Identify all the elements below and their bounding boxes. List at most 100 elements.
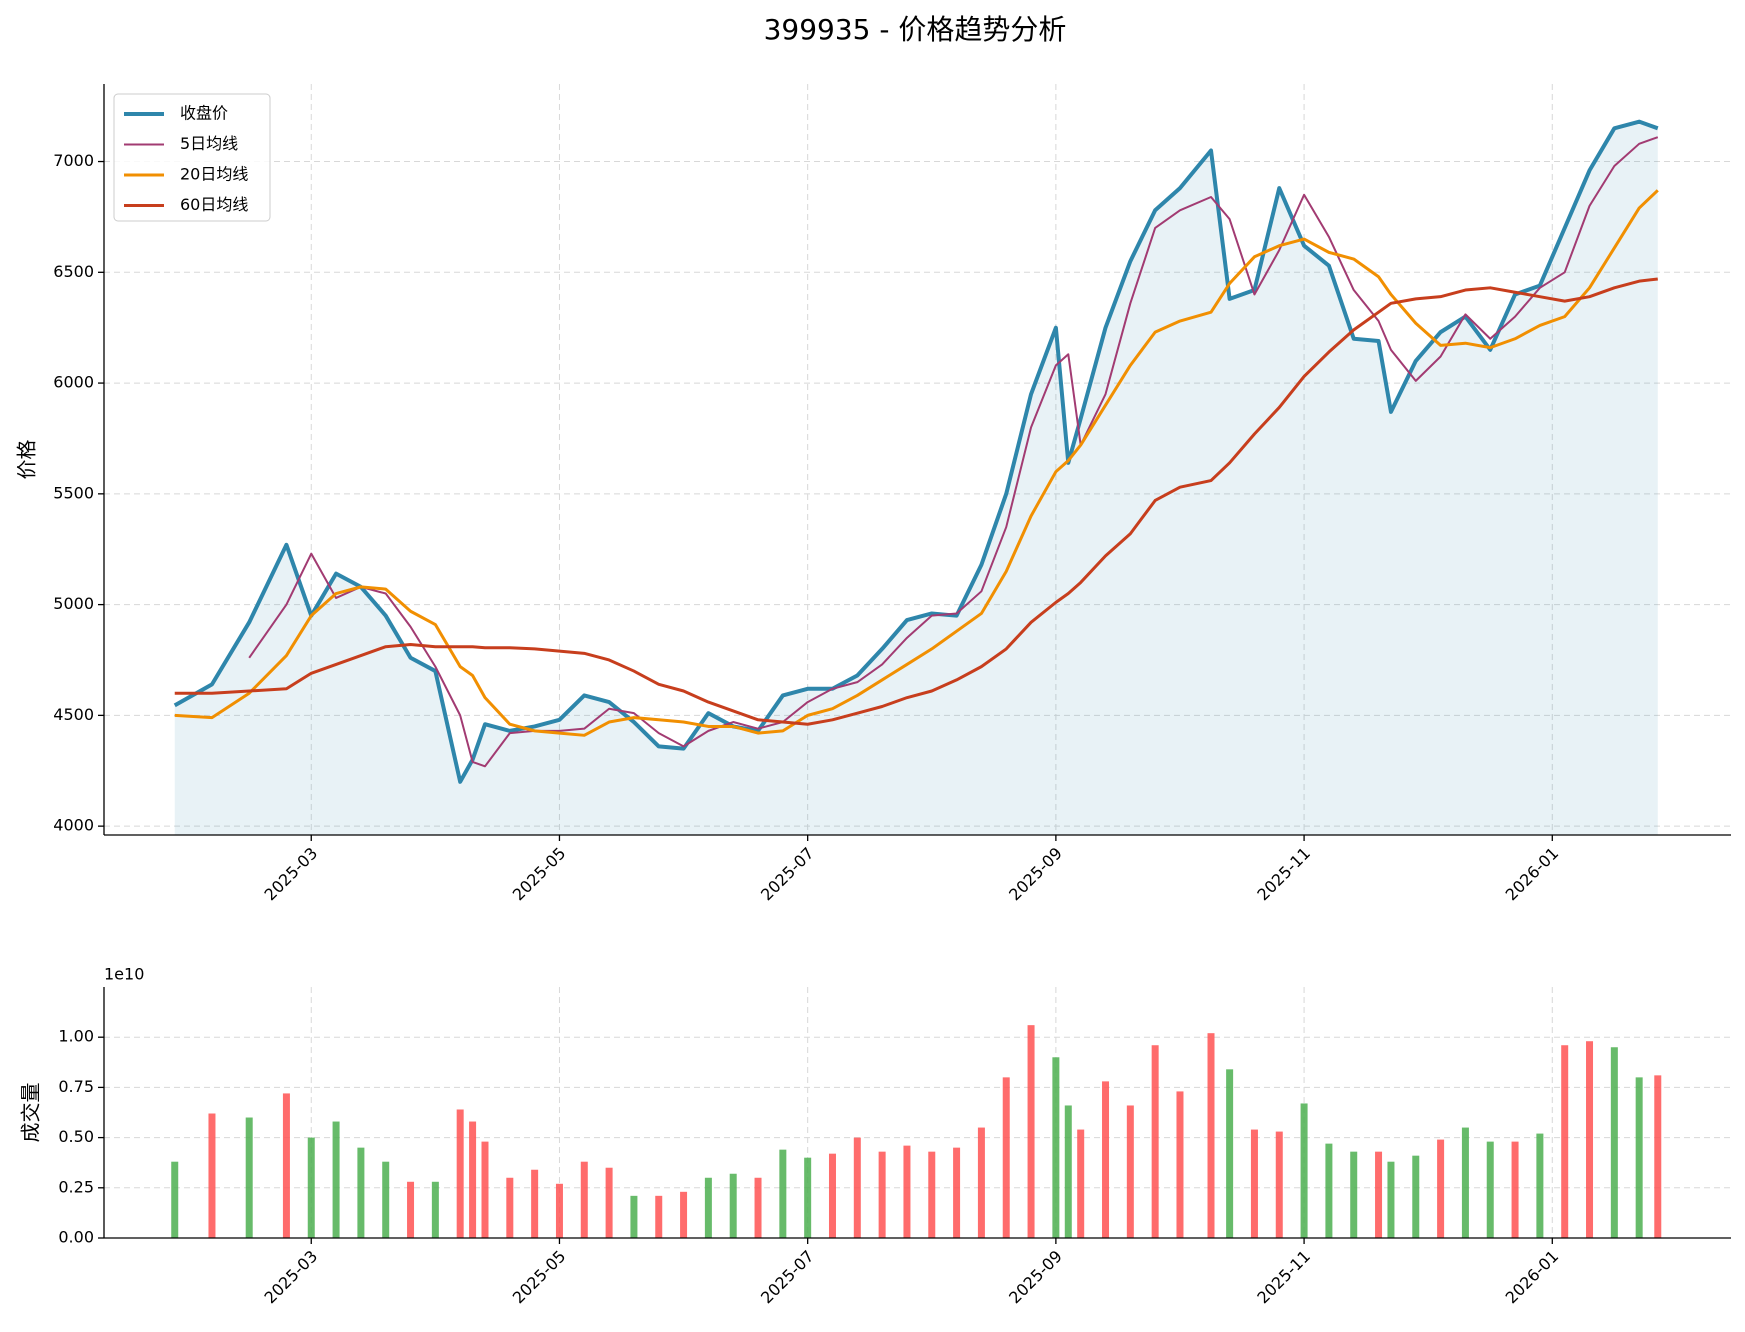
bar [1654, 1075, 1662, 1238]
bar [1486, 1141, 1494, 1238]
bar [1275, 1131, 1283, 1238]
bar [1387, 1161, 1395, 1238]
bar [1350, 1151, 1358, 1238]
legend-box [113, 93, 271, 222]
y-tick-label: 4500 [53, 705, 94, 724]
bar [977, 1127, 985, 1238]
y-tick-label: 1.00 [58, 1027, 94, 1046]
bar [407, 1181, 415, 1238]
x-tick-label: 2025-07 [757, 844, 818, 905]
bar [1300, 1103, 1308, 1238]
x-tick-label: 2026-01 [1502, 844, 1563, 905]
bar [655, 1195, 663, 1238]
bar [953, 1147, 961, 1238]
legend-label: 收盘价 [180, 104, 228, 123]
bar [804, 1157, 812, 1238]
bar [828, 1153, 836, 1238]
legend-label: 5日均线 [180, 134, 238, 153]
bar [1586, 1041, 1594, 1238]
y-tick-label: 5500 [53, 483, 94, 502]
bar [1561, 1045, 1569, 1238]
x-tick-label: 2025-09 [1005, 1247, 1066, 1308]
bar [754, 1177, 762, 1238]
axis-offset-label: 1e10 [104, 965, 144, 984]
bar [1226, 1069, 1234, 1238]
bar [506, 1177, 514, 1238]
bar [382, 1161, 390, 1238]
bar [1412, 1155, 1420, 1238]
y-tick-label: 0.75 [58, 1077, 94, 1096]
y-tick-label: 0.25 [58, 1177, 94, 1196]
bar [282, 1093, 290, 1238]
y-tick-label: 5000 [53, 594, 94, 613]
bar [580, 1161, 588, 1238]
bar [1536, 1133, 1544, 1238]
y-tick-label: 7000 [53, 151, 94, 170]
bar [245, 1117, 253, 1238]
y-axis-label: 价格 [15, 440, 39, 480]
bar [1635, 1077, 1643, 1238]
bar [1027, 1025, 1035, 1238]
bar [1064, 1105, 1072, 1238]
line [174, 277, 1658, 726]
bar [1151, 1045, 1159, 1238]
x-tick-label: 2026-01 [1502, 1247, 1563, 1308]
bar [469, 1121, 477, 1238]
bar [357, 1147, 365, 1238]
bar [928, 1151, 936, 1238]
bar [555, 1183, 563, 1238]
bar [208, 1113, 216, 1238]
bar [1511, 1141, 1519, 1238]
bar [1375, 1151, 1383, 1238]
y-tick-label: 6500 [53, 262, 94, 281]
bar [878, 1151, 886, 1238]
x-tick-label: 2025-05 [509, 1247, 570, 1308]
x-tick-label: 2025-07 [757, 1247, 818, 1308]
bar [680, 1191, 688, 1238]
line [248, 136, 1659, 768]
legend-label: 20日均线 [180, 165, 248, 184]
bar [456, 1109, 464, 1238]
x-tick-label: 2025-03 [261, 1247, 322, 1308]
x-tick-label: 2025-09 [1005, 844, 1066, 905]
bar [481, 1141, 489, 1238]
bar [1126, 1105, 1134, 1238]
bar [1325, 1143, 1333, 1238]
y-tick-label: 0.50 [58, 1127, 94, 1146]
bar [171, 1161, 179, 1238]
bar [1207, 1033, 1215, 1238]
bar [531, 1169, 539, 1238]
x-tick-label: 2025-11 [1253, 1247, 1314, 1308]
y-tick-label: 6000 [53, 373, 94, 392]
bar [332, 1121, 340, 1238]
bar [630, 1195, 638, 1238]
bar [853, 1137, 861, 1238]
bar [729, 1173, 737, 1238]
bar [1437, 1139, 1445, 1238]
bar [1461, 1127, 1469, 1238]
x-tick-label: 2025-05 [509, 844, 570, 905]
bar [1052, 1057, 1060, 1238]
bar [1610, 1047, 1618, 1238]
bar [307, 1137, 315, 1238]
bar [1102, 1081, 1110, 1238]
area [174, 121, 1658, 835]
chart-title: 399935 - 价格趋势分析 [764, 13, 1067, 46]
bar [605, 1167, 613, 1238]
y-axis-label: 成交量 [19, 1083, 43, 1143]
bar [779, 1149, 787, 1238]
bar [1077, 1129, 1085, 1238]
bar [903, 1145, 911, 1238]
legend-label: 60日均线 [180, 195, 248, 214]
bar [1002, 1077, 1010, 1238]
bar [704, 1177, 712, 1238]
bar [431, 1181, 439, 1238]
y-tick-label: 4000 [53, 816, 94, 835]
line [174, 189, 1659, 737]
bar [1250, 1129, 1258, 1238]
bar [1176, 1091, 1184, 1238]
x-tick-label: 2025-03 [261, 844, 322, 905]
y-tick-label: 0.00 [58, 1228, 94, 1247]
x-tick-label: 2025-11 [1253, 844, 1314, 905]
